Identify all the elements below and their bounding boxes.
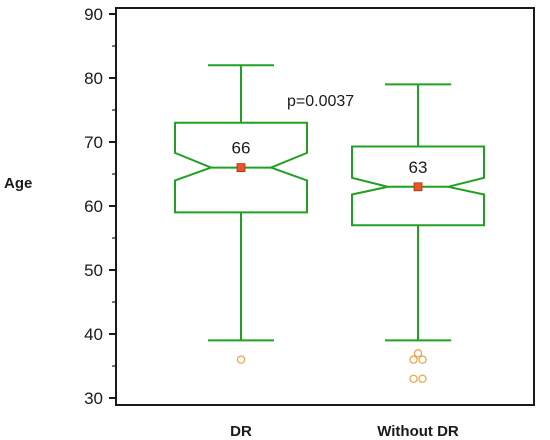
outlier-point [409,355,418,364]
y-tick-label: 70 [84,133,103,152]
x-category-label: Without DR [377,423,459,440]
p-value-annotation: p=0.0037 [287,93,354,110]
y-tick-label: 40 [84,325,103,344]
outlier-point [413,349,423,358]
axes: 30 40 50 60 70 80 90 DR Without DR [84,5,535,440]
outlier-point [418,355,427,364]
outlier-point [236,355,246,364]
median-value-label: 66 [232,139,251,158]
plot-area: 66 63 [174,64,485,383]
median-marker [236,163,246,173]
y-axis-title: Age [4,175,32,192]
y-tick-label: 80 [84,69,103,88]
y-tick-label: 90 [84,5,103,24]
box-group: 66 [174,64,308,364]
y-tick-label: 30 [84,389,103,408]
x-category-label: DR [230,423,252,440]
median-value-label: 63 [409,158,428,177]
box-group: 63 [351,83,485,383]
y-tick-label: 50 [84,261,103,280]
y-tick-label: 60 [84,197,103,216]
outlier-point [409,374,418,383]
outlier-point [418,374,427,383]
median-marker [413,182,423,192]
